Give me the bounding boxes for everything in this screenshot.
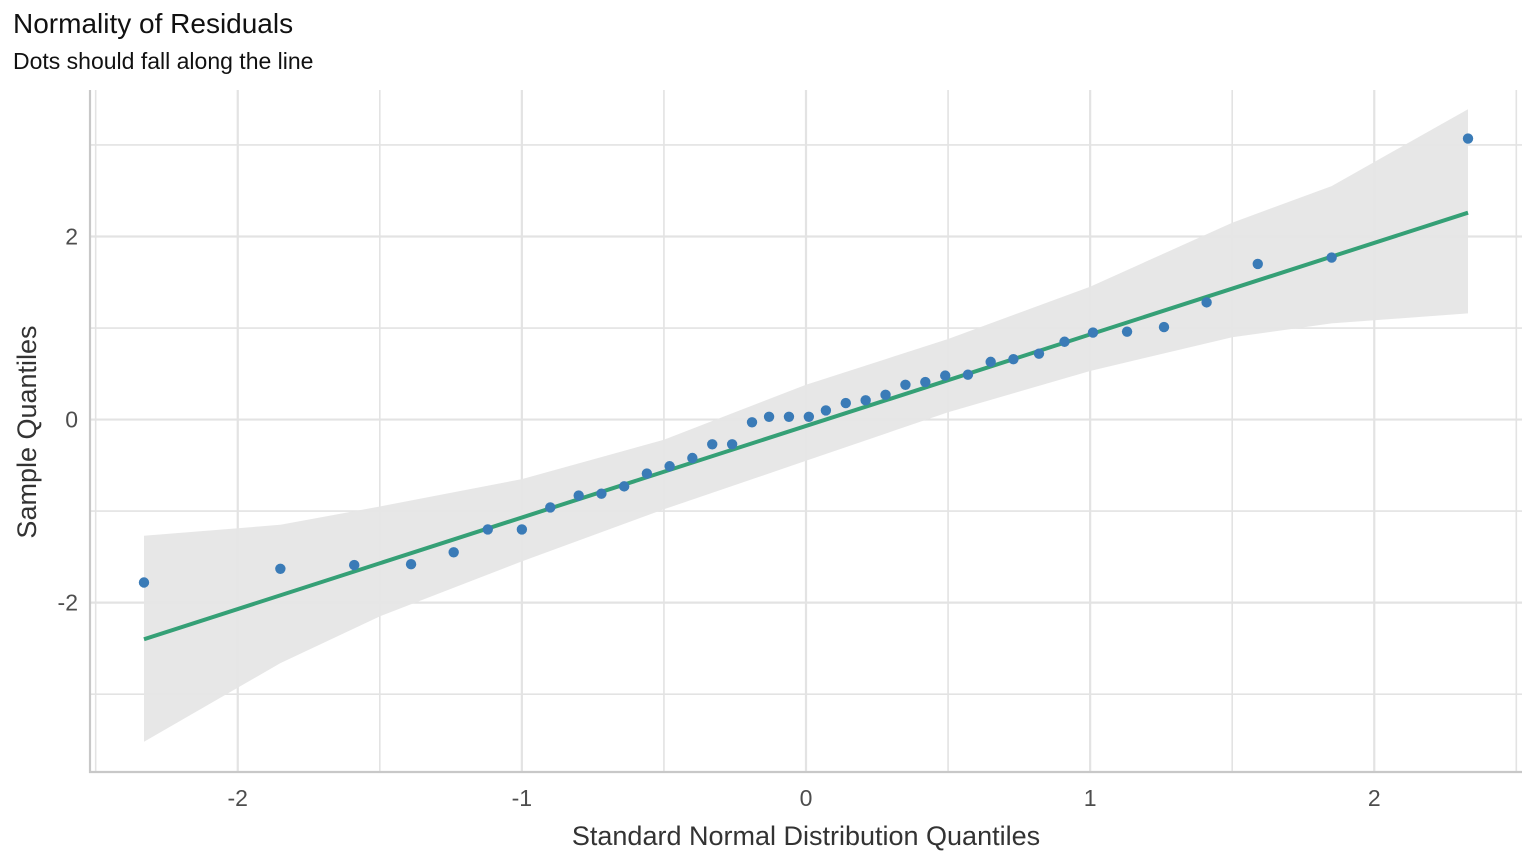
x-tick-label: 0 (800, 785, 813, 811)
data-points (138, 133, 1474, 588)
data-point (1158, 321, 1170, 333)
data-point (860, 395, 871, 406)
data-point (840, 397, 851, 409)
data-point (138, 577, 150, 588)
data-point (618, 481, 630, 492)
data-point (516, 524, 528, 535)
data-point (1252, 258, 1263, 270)
x-tick-label: -2 (228, 785, 248, 811)
y-tick-label: 2 (65, 223, 78, 249)
y-tick-label: -2 (58, 590, 78, 616)
data-point (1462, 133, 1474, 144)
x-tick-label: -1 (512, 785, 532, 811)
data-point (783, 411, 795, 423)
data-point (803, 411, 815, 423)
data-point (687, 452, 698, 464)
data-point (405, 558, 417, 570)
chart-title: Normality of Residuals (13, 8, 294, 39)
data-point (820, 405, 832, 416)
data-point (1326, 252, 1337, 263)
data-point (707, 439, 718, 450)
data-point (746, 417, 758, 428)
data-point (275, 563, 286, 574)
data-point (664, 461, 675, 472)
data-point (448, 547, 459, 558)
x-tick-label: 2 (1368, 785, 1381, 811)
data-point (596, 488, 607, 499)
y-tick-label: 0 (65, 407, 78, 433)
data-point (1121, 326, 1133, 337)
data-point (482, 524, 493, 535)
data-point (880, 389, 891, 401)
data-point (573, 490, 584, 501)
data-point (1087, 327, 1099, 338)
data-point (545, 502, 556, 513)
axes (88, 90, 1522, 774)
reference-line (143, 210, 1469, 642)
x-tick-labels: -2 -1 0 1 2 (228, 785, 1381, 811)
data-point (1033, 348, 1045, 359)
data-point (940, 370, 951, 381)
chart-subtitle: Dots should fall along the line (13, 48, 314, 74)
y-axis-title: Sample Quantiles (12, 325, 42, 538)
x-axis-title: Standard Normal Distribution Quantiles (572, 821, 1040, 851)
data-point (726, 439, 738, 450)
data-point (763, 411, 775, 423)
data-point (985, 356, 996, 368)
y-tick-labels: -2 0 2 (58, 223, 78, 615)
data-point (1008, 353, 1019, 365)
data-point (962, 369, 974, 380)
x-tick-label: 1 (1084, 785, 1097, 811)
data-point (900, 379, 911, 390)
reference-line-group (143, 210, 1469, 642)
data-point (349, 559, 360, 571)
data-point (641, 468, 653, 479)
data-point (1201, 297, 1212, 308)
data-point (1059, 336, 1070, 347)
data-point (920, 376, 931, 388)
